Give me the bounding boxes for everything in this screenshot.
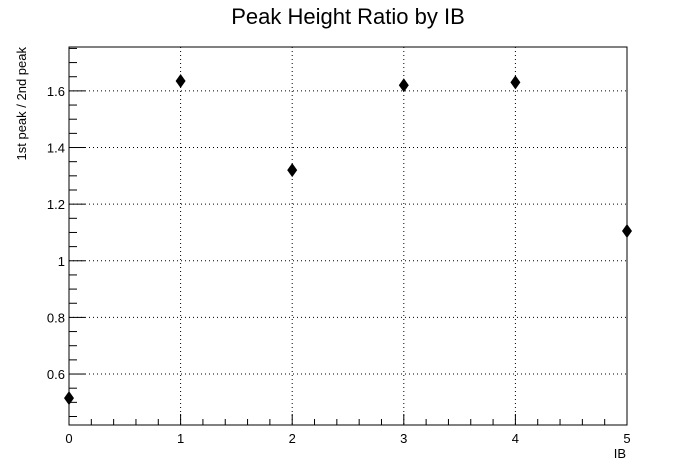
axis-ticks (68, 47, 628, 425)
data-point (287, 163, 298, 178)
y-tick-label: 1.2 (47, 197, 65, 212)
y-tick-label: 1.4 (47, 141, 65, 156)
y-tick-label: 1 (58, 254, 65, 269)
grid (69, 47, 627, 425)
data-point (398, 78, 409, 93)
x-tick-label: 1 (177, 431, 184, 446)
y-tick-label: 1.6 (47, 84, 65, 99)
x-tick-label: 5 (623, 431, 630, 446)
data-point (64, 391, 74, 406)
chart-title: Peak Height Ratio by IB (231, 4, 465, 29)
data-point (622, 224, 632, 239)
data-point (510, 75, 521, 90)
y-tick-label: 0.6 (47, 367, 65, 382)
x-tick-label: 2 (289, 431, 296, 446)
plot-frame (68, 46, 628, 426)
x-tick-label: 4 (512, 431, 519, 446)
x-tick-label: 3 (400, 431, 407, 446)
y-axis-label: 1st peak / 2nd peak (14, 47, 29, 161)
tick-labels: 0 1 2 3 4 5 0.6 0.8 1 1.2 1.4 1.6 (47, 84, 631, 446)
y-tick-label: 0.8 (47, 310, 65, 325)
data-point (175, 73, 186, 88)
data-points (64, 73, 632, 406)
x-tick-label: 0 (65, 431, 72, 446)
x-axis-label: IB (614, 446, 626, 461)
